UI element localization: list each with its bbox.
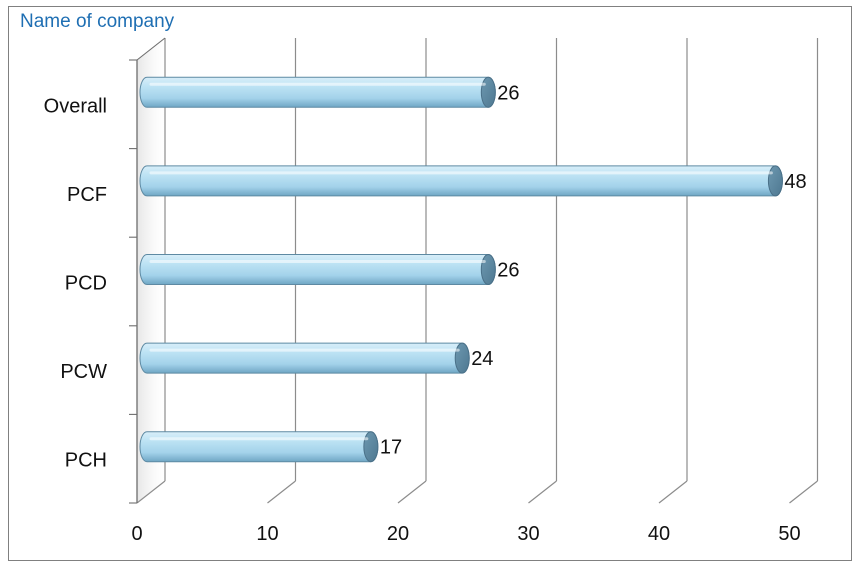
- bar-pcd: [139, 254, 496, 285]
- data-label: 48: [784, 171, 806, 193]
- bar-pcw: [139, 342, 470, 374]
- x-tick-label: 30: [517, 523, 539, 545]
- bar-end-cap: [767, 165, 783, 197]
- category-label-pch: PCH: [65, 450, 107, 472]
- category-label-pcf: PCF: [67, 184, 107, 206]
- category-label-pcd: PCD: [65, 273, 107, 295]
- bar-end-cap: [363, 431, 379, 463]
- category-label-pcw: PCW: [60, 361, 107, 383]
- chart-title: Name of company: [20, 11, 175, 32]
- gridline-floor: [658, 480, 688, 504]
- x-tick-label: 20: [387, 523, 409, 545]
- data-label: 17: [380, 437, 402, 459]
- x-tick-label: 0: [131, 523, 142, 545]
- data-label: 24: [471, 348, 493, 370]
- bar-body: [139, 431, 379, 463]
- gridline-floor: [789, 480, 818, 504]
- data-label: 26: [497, 260, 519, 282]
- data-label: 26: [497, 82, 519, 104]
- bar-body: [139, 76, 496, 108]
- bar-body: [139, 342, 470, 374]
- bar-pcf: [139, 165, 783, 197]
- x-tick-label: 40: [648, 523, 670, 545]
- bar-pch: [139, 431, 379, 463]
- bar-body: [139, 254, 496, 285]
- axis-top-edge: [136, 37, 166, 61]
- bar-overall: [139, 76, 496, 108]
- bar-end-cap: [480, 76, 496, 108]
- bar-body: [139, 165, 783, 197]
- category-label-overall: Overall: [44, 95, 107, 117]
- bar-end-cap: [454, 342, 470, 374]
- x-tick-label: 10: [256, 523, 278, 545]
- gridline-floor: [397, 480, 427, 504]
- gridline-floor: [267, 480, 296, 504]
- gridline-floor: [528, 480, 557, 504]
- x-tick-label: 50: [778, 523, 800, 545]
- bar-end-cap: [480, 254, 496, 285]
